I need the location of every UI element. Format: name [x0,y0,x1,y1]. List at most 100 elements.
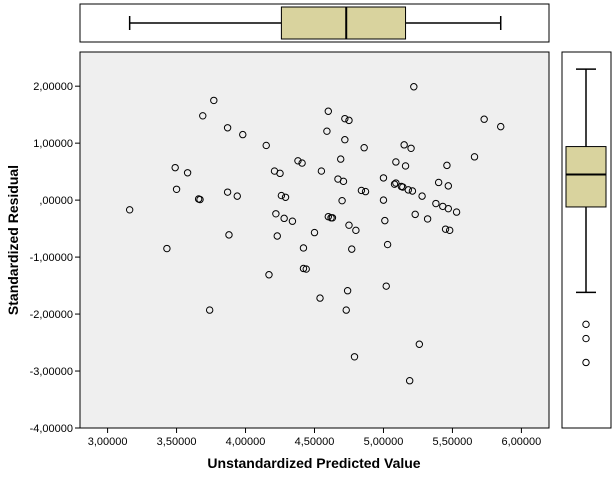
data-point [379,174,388,182]
data-point [452,208,461,216]
x-tick-label: 3,50000 [157,436,197,448]
scatter-points [125,83,505,385]
data-point [323,127,331,135]
data-point [418,192,426,200]
data-point [400,141,408,149]
data-point [205,306,214,314]
data-point [381,216,389,225]
y-tick-label: 1,00000 [33,138,73,150]
data-point [392,158,400,166]
data-point [339,177,348,186]
data-point [345,221,353,229]
y-distribution-boxplot [565,68,607,367]
data-point [310,228,319,237]
data-point [262,141,270,150]
data-point [497,122,505,131]
data-point [223,188,232,196]
data-point [276,169,284,178]
data-point [341,114,349,123]
data-point [360,144,368,152]
data-point [445,226,454,235]
y-axis-ticks: 2,00000 1,00000 ,00000 -1,00000 -2,00000 -3,0… [30,81,80,435]
data-point [183,169,192,177]
data-point [281,193,290,201]
y-axis-title: Standardized Residual [5,165,21,315]
data-point [210,96,218,105]
y-tick-label: -4,00000 [30,423,73,435]
data-point [272,210,280,218]
box [280,6,407,40]
data-point [392,179,400,187]
data-point [302,265,310,273]
data-point [299,264,308,273]
x-axis-ticks: 3,00000 3,50000 4,00000 4,50000 5,00000 5,500… [88,428,542,448]
data-point [404,186,412,194]
data-point [361,187,370,196]
data-point [423,215,432,223]
data-point [294,157,302,165]
data-point [324,107,332,115]
data-point [401,162,410,170]
data-point [480,115,488,123]
y-tick-label: 2,00000 [33,81,73,93]
data-point [338,196,346,205]
data-point [273,232,281,240]
data-point [337,155,345,163]
data-point [383,240,392,249]
data-point [434,178,443,187]
data-point [343,287,352,295]
data-point [299,244,308,252]
data-point [277,191,286,200]
data-point [408,187,417,195]
data-point [317,167,326,175]
data-point [298,159,306,167]
outlier-point [582,358,590,367]
plot-area [79,51,550,429]
data-point [444,204,453,213]
data-point [280,214,288,223]
data-point [288,217,297,225]
data-point [405,377,414,385]
x-tick-label: 4,00000 [226,436,266,448]
data-point [443,161,451,170]
data-point [163,244,171,253]
data-point [352,226,360,235]
data-point [239,130,247,139]
data-point [225,231,233,239]
data-point [379,196,388,204]
data-point [411,210,419,219]
data-point [407,144,415,152]
data-point [382,282,390,290]
data-point [316,294,324,302]
data-point [390,180,399,188]
data-point [348,245,356,253]
x-tick-label: 3,00000 [88,436,128,448]
outlier-point [582,320,590,329]
data-point [171,163,179,172]
data-point [350,353,359,361]
data-point [199,112,207,120]
y-tick-label: -3,00000 [30,366,73,378]
y-tick-label: -1,00000 [30,252,73,264]
data-point [470,153,479,161]
data-point [341,136,349,144]
data-point [410,83,418,91]
x-tick-label: 6,00000 [502,436,542,448]
data-point [172,185,181,193]
data-point [233,192,241,200]
data-point [357,186,366,195]
x-tick-label: 5,00000 [364,436,404,448]
data-point [328,214,337,222]
data-point [432,199,440,208]
data-point [444,182,453,190]
box [565,146,607,208]
data-point [265,271,273,279]
data-point [345,116,353,125]
x-tick-label: 5,50000 [433,436,473,448]
x-axis-title: Unstandardized Predicted Value [207,455,420,471]
data-point [196,195,204,204]
data-point [415,340,424,348]
x-distribution-boxplot [128,6,502,40]
y-tick-label: ,00000 [39,195,73,207]
